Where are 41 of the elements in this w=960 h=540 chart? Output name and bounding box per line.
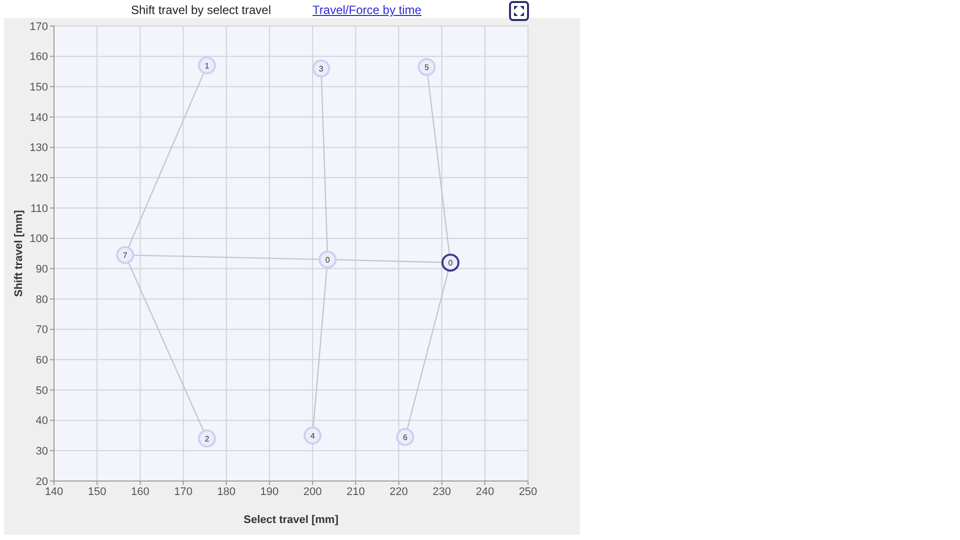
x-tick-label: 190 (260, 486, 279, 498)
annotation: 7 (122, 251, 128, 260)
y-tick-label: 120 (30, 172, 48, 185)
y-tick-label: 70 (36, 324, 48, 336)
x-tick-label: 170 (174, 486, 192, 498)
y-tick-label: 30 (36, 446, 48, 458)
x-tick-label: 180 (217, 486, 236, 498)
x-tick-label: 160 (131, 486, 150, 498)
annotation: 6 (402, 433, 408, 442)
x-tick-label: 250 (518, 486, 538, 498)
chart-subtitle: Travel/Force by time (312, 3, 422, 17)
y-tick-label: 150 (30, 82, 48, 94)
x-tick-label: 230 (432, 486, 451, 498)
annotation: 0 (448, 258, 454, 268)
y-tick-label: 100 (30, 233, 48, 246)
y-tick-label: 110 (30, 202, 48, 215)
chart-title: Shift travel by select travel (130, 3, 272, 17)
annotation: 1 (204, 61, 210, 70)
y-tick-label: 40 (36, 415, 48, 428)
y-axis-title: Shift travel [mm] (12, 210, 25, 297)
y-tick-label: 60 (36, 354, 48, 367)
annotation: 4 (310, 432, 316, 440)
annotation: 0 (325, 256, 330, 265)
y-tick-label: 130 (30, 142, 48, 154)
x-tick-label: 200 (303, 486, 322, 498)
x-tick-label: 150 (88, 486, 106, 498)
annotation: 5 (424, 62, 430, 72)
annotation: 2 (204, 434, 210, 444)
y-tick-label: 160 (30, 51, 48, 64)
x-tick-label: 240 (476, 486, 494, 498)
x-tick-label: 210 (346, 486, 365, 498)
x-tick-label: 220 (390, 486, 408, 498)
y-tick-label: 90 (36, 264, 48, 276)
x-axis-title: Select travel [mm] (244, 514, 339, 526)
y-tick-label: 20 (36, 476, 48, 488)
y-tick-label: 170 (30, 20, 48, 33)
y-tick-label: 140 (30, 112, 48, 124)
y-tick-label: 80 (36, 294, 48, 306)
annotation: 3 (318, 64, 324, 74)
x-tick-label: 140 (44, 486, 64, 498)
y-tick-label: 50 (36, 384, 48, 397)
